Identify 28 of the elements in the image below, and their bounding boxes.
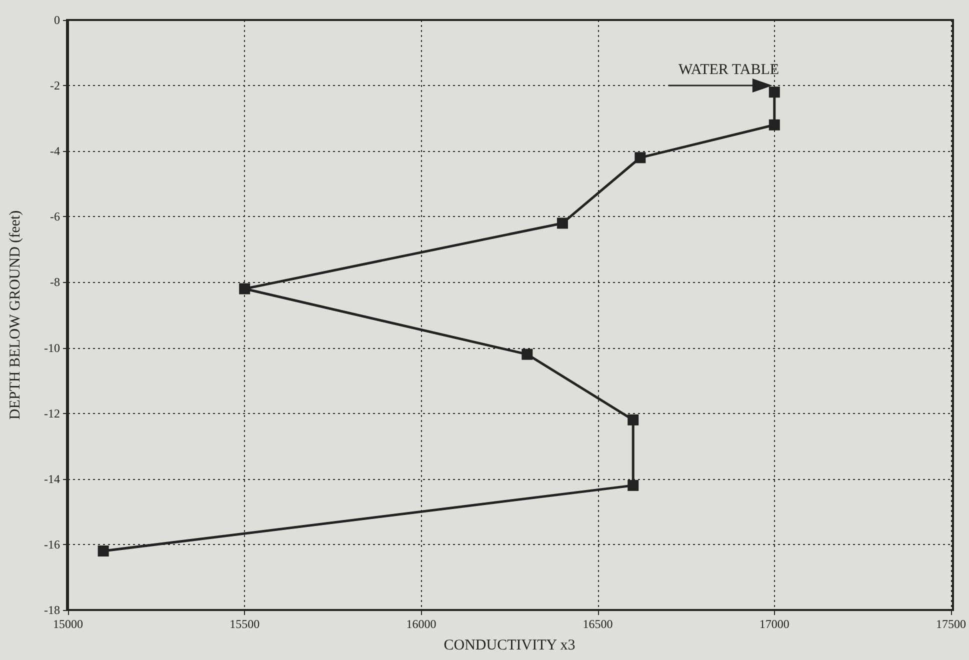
y-tick-label: -12 [44,406,60,420]
y-tick-label: -14 [44,472,60,486]
point [634,152,646,164]
x-tick-label: 17500 [936,617,966,631]
y-tick-label: -10 [44,340,60,355]
point [768,86,780,98]
x-tick-label: 15000 [53,617,83,631]
x-axis-title: CONDUCTIVITY x3 [444,638,576,654]
y-tick-label: 0 [54,13,60,27]
x-tick-label: 16500 [582,617,613,631]
point [768,119,780,130]
y-axis-title: DEPTH BELOW GROUND (feet) [8,210,24,420]
y-tick-label: -2 [50,78,60,93]
y-tick-label: -18 [44,603,60,617]
point [522,348,533,360]
x-tick-label: 15500 [230,617,260,631]
point [628,480,639,491]
point [239,283,250,294]
point [556,218,568,229]
point [628,414,639,426]
x-tick-label: 17000 [759,617,790,631]
y-tick-label: -4 [50,144,60,158]
annotation: WATER TABLE [678,62,780,79]
y-tick-label: -6 [50,210,60,224]
y-tick-label: -16 [44,537,60,552]
point [98,546,109,556]
y-tick-label: -8 [50,275,60,290]
x-tick-label: 16000 [406,617,436,631]
